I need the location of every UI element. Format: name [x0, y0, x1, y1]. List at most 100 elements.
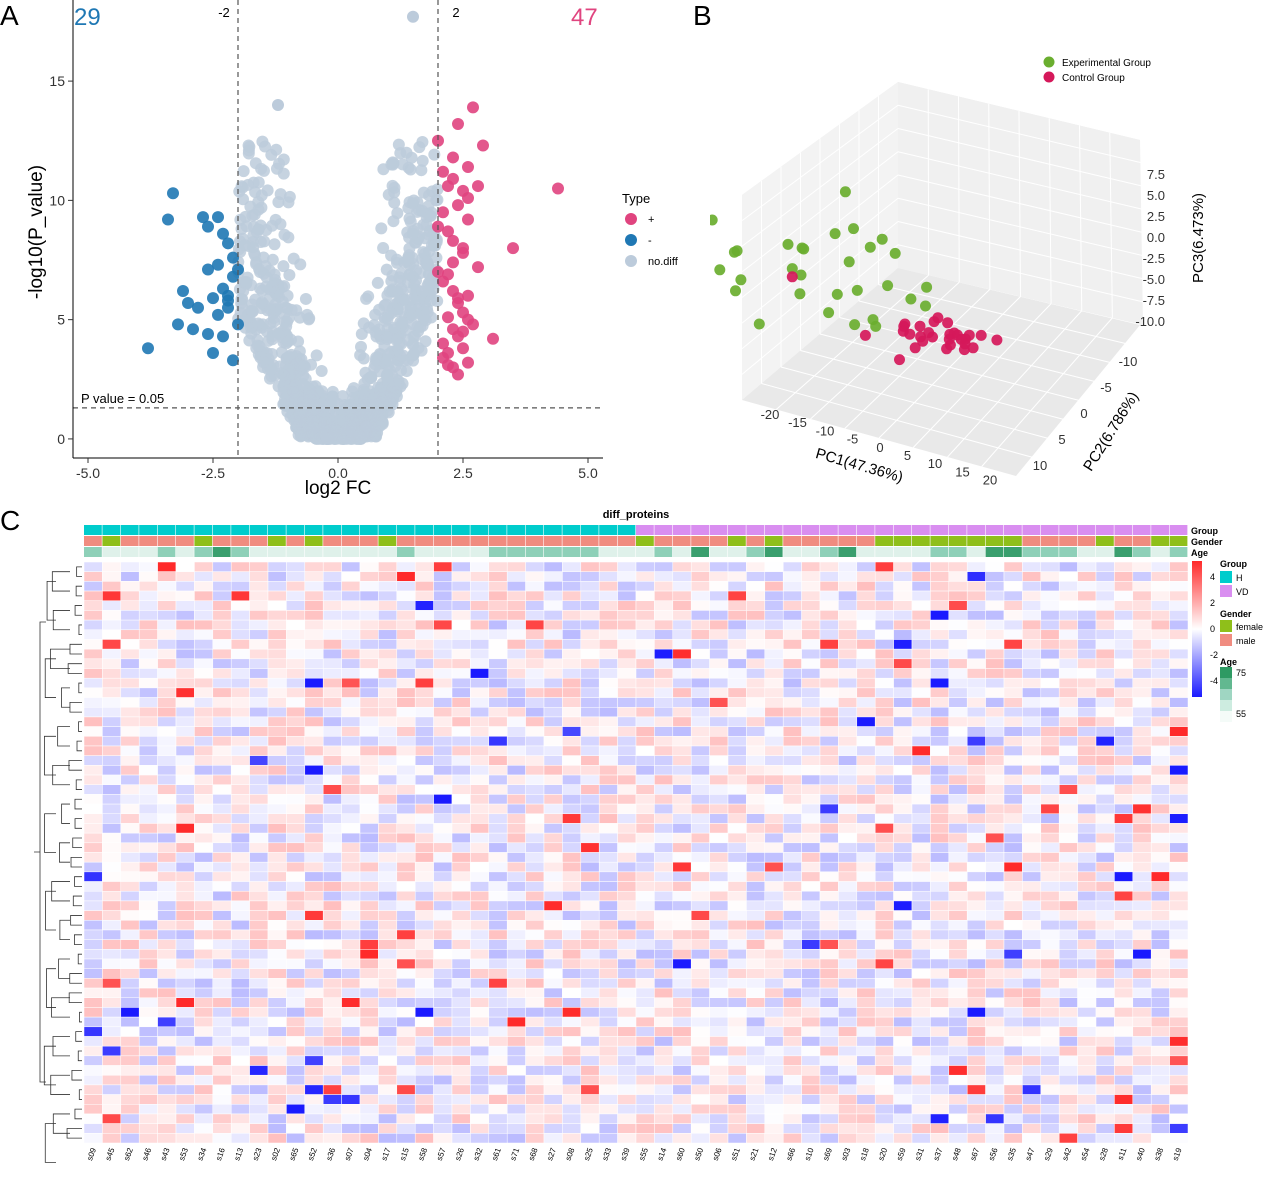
- heatmap-cell: [580, 1026, 600, 1037]
- heatmap-cell: [1003, 736, 1023, 747]
- heatmap-cell: [267, 1026, 287, 1037]
- heatmap-cell: [1132, 697, 1152, 708]
- age-annotation-cell: [912, 547, 930, 557]
- heatmap-cell: [1003, 726, 1023, 737]
- experimental-point: [714, 264, 726, 276]
- heatmap-cell: [764, 920, 784, 931]
- heatmap-cell: [506, 1016, 526, 1028]
- heatmap-cell: [690, 803, 710, 815]
- heatmap-cell: [709, 997, 729, 1008]
- heatmap-cell: [322, 1036, 342, 1047]
- heatmap-cell: [801, 832, 821, 844]
- heatmap-cell: [1022, 832, 1042, 844]
- nodiff-point: [237, 165, 250, 178]
- heatmap-cell: [654, 1045, 674, 1057]
- heatmap-cell: [451, 687, 471, 698]
- gender-annotation-cell: [746, 536, 765, 546]
- heatmap-cell: [1058, 920, 1078, 931]
- group-annotation-cell: [1151, 525, 1169, 535]
- heatmap-cell: [120, 823, 140, 834]
- heatmap-cell: [322, 745, 342, 756]
- heatmap-cell: [414, 668, 434, 679]
- heatmap-cell: [543, 794, 563, 805]
- heatmap-cell: [672, 1045, 692, 1057]
- heatmap-cell: [598, 997, 618, 1008]
- heatmap-cell: [1095, 910, 1115, 921]
- gender-annotation-cell: [783, 536, 801, 546]
- heatmap-cell: [1003, 561, 1023, 572]
- heatmap-cell: [102, 1084, 122, 1095]
- heatmap-cell: [451, 745, 471, 756]
- heatmap-cell: [322, 687, 342, 698]
- age-annotation-cell: [838, 547, 857, 557]
- heatmap-cell: [838, 581, 858, 592]
- nodiff-point: [413, 141, 426, 154]
- heatmap-cell: [249, 736, 269, 747]
- heatmap-cell: [562, 861, 582, 873]
- down-point: [212, 308, 224, 321]
- heatmap-cell: [746, 958, 766, 969]
- heatmap-cell: [598, 765, 618, 776]
- heatmap-cell: [194, 610, 214, 621]
- heatmap-cell: [654, 716, 674, 727]
- heatmap-cell: [470, 871, 490, 882]
- nodiff-point: [394, 316, 407, 329]
- heatmap-cell: [451, 774, 471, 785]
- heatmap-cell: [709, 920, 729, 931]
- grid-line: [878, 284, 1128, 345]
- up-point: [462, 289, 474, 302]
- gender-annotation-cell: [120, 536, 139, 546]
- pc1-tick-label: -15: [788, 415, 807, 430]
- heatmap-cell: [893, 639, 913, 650]
- up-point: [432, 134, 444, 147]
- heatmap-cell: [709, 1084, 729, 1095]
- heatmap-cell: [1150, 1045, 1170, 1057]
- heatmap-cell: [562, 1016, 582, 1028]
- heatmap-cell: [488, 716, 508, 727]
- heatmap-cell: [617, 784, 637, 795]
- age-annotation-cell: [249, 547, 268, 557]
- group-annotation-cell: [654, 525, 673, 535]
- heatmap-cell: [359, 1104, 379, 1115]
- heatmap-cell: [709, 774, 729, 785]
- heatmap-cell: [322, 629, 342, 640]
- heatmap-cell: [782, 677, 802, 689]
- heatmap-cell: [322, 581, 342, 592]
- heatmap-cell: [966, 774, 986, 785]
- heatmap-cell: [985, 561, 1005, 572]
- nodiff-point: [234, 307, 247, 320]
- heatmap-cell: [488, 774, 508, 785]
- heatmap-cell: [488, 939, 508, 950]
- heatmap-cell: [801, 861, 821, 873]
- heatmap-cell: [874, 852, 894, 863]
- heatmap-cell: [249, 648, 269, 660]
- heatmap-cell: [525, 658, 545, 669]
- nodiff-point: [379, 298, 392, 311]
- heatmap-cell: [930, 1094, 950, 1105]
- heatmap-cell: [304, 890, 324, 902]
- heatmap-cell: [378, 900, 398, 911]
- nodiff-point: [310, 349, 323, 362]
- heatmap-cell: [451, 1045, 471, 1057]
- heatmap-cell: [488, 1045, 508, 1057]
- nodiff-point: [302, 313, 315, 326]
- heatmap-cell: [635, 794, 655, 805]
- heatmap-cell: [120, 755, 140, 766]
- heatmap-cell: [212, 610, 232, 621]
- heatmap-cell: [470, 736, 490, 747]
- heatmap-cell: [635, 803, 655, 815]
- group-annotation-cell: [599, 525, 617, 535]
- heatmap-cell: [506, 910, 526, 921]
- heatmap-cell: [1058, 890, 1078, 902]
- heatmap-cell: [1169, 861, 1189, 873]
- heatmap-cell: [157, 581, 177, 592]
- heatmap-cell: [672, 639, 692, 650]
- heatmap-cell: [304, 581, 324, 592]
- heatmap-cell: [1169, 600, 1189, 611]
- heatmap-cell: [598, 590, 618, 601]
- heatmap-cell: [580, 823, 600, 834]
- heatmap-cell: [1022, 949, 1042, 960]
- heatmap-cell: [433, 590, 453, 601]
- heatmap-cell: [506, 949, 526, 960]
- nodiff-point: [268, 238, 281, 251]
